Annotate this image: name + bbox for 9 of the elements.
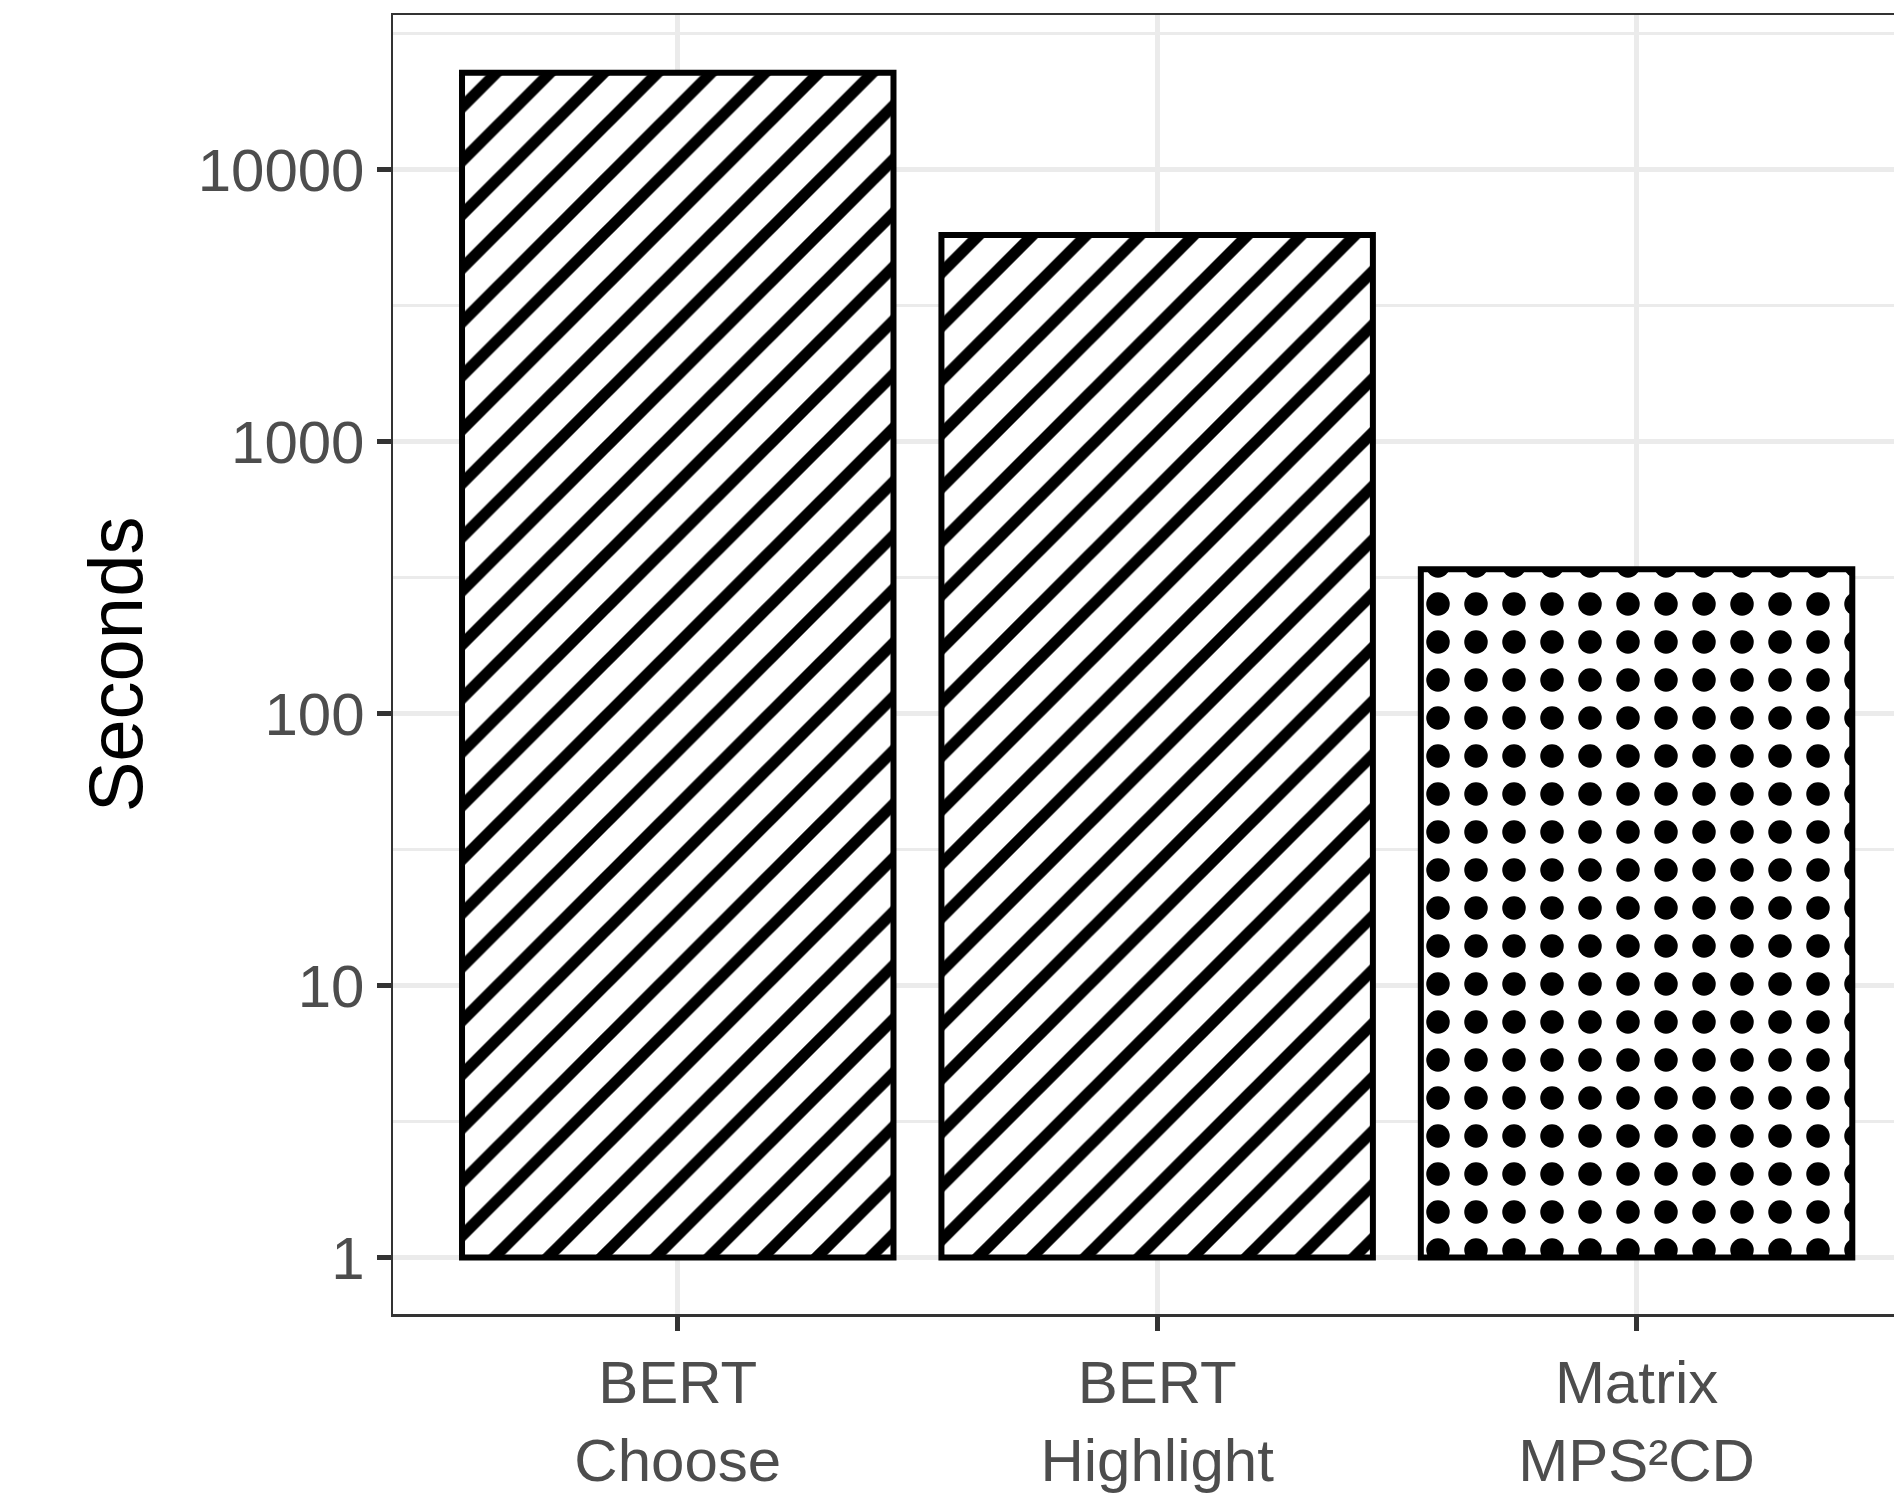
y-tick-label: 1 [331, 1224, 365, 1292]
y-tick-label: 1000 [231, 408, 365, 476]
x-tick-label: Matrix MPS²CD [1518, 1348, 1755, 1494]
x-tick-label: BERT Choose [574, 1348, 782, 1494]
y-tick-label: 10000 [197, 136, 365, 204]
y-axis-title: Seconds [73, 516, 159, 813]
x-tick-label: BERT Highlight [1040, 1348, 1275, 1494]
y-tick-label: 100 [264, 680, 365, 748]
y-tick-label: 10 [297, 952, 365, 1020]
